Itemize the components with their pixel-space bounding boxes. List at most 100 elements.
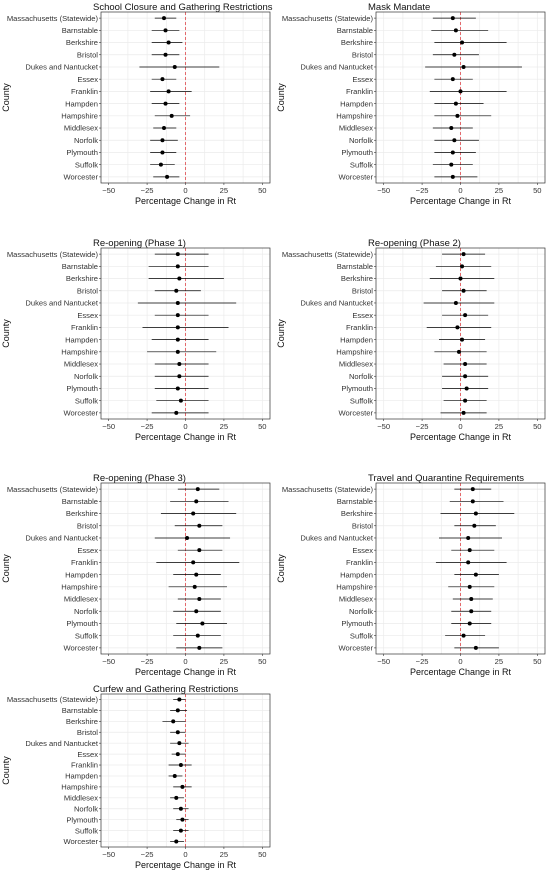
point-estimate (175, 313, 180, 318)
point-estimate (174, 839, 179, 844)
county-label: Barnstable (62, 497, 98, 506)
point-estimate (466, 535, 471, 540)
county-label: Plymouth (66, 148, 98, 157)
county-label: Essex (352, 311, 373, 320)
point-estimate (161, 16, 166, 21)
point-estimate (460, 337, 465, 342)
point-estimate (180, 817, 185, 822)
county-label: Dukes and Nantucket (300, 63, 373, 72)
county-label: Plymouth (341, 384, 373, 393)
point-estimate (450, 77, 455, 82)
point-estimate (175, 730, 180, 735)
point-estimate (175, 337, 180, 342)
county-label: Hampden (340, 335, 373, 344)
county-label: Suffolk (75, 826, 98, 835)
chart-title: School Closure and Gathering Restriction… (93, 2, 273, 13)
point-estimate (163, 101, 168, 106)
point-estimate (452, 52, 457, 57)
x-tick-label: 50 (533, 186, 541, 195)
point-estimate (450, 174, 455, 179)
county-label: Bristol (352, 521, 373, 530)
chart-title: Re-opening (Phase 3) (93, 473, 186, 484)
point-estimate (172, 64, 177, 69)
point-estimate (453, 300, 458, 305)
county-label: Plymouth (341, 619, 373, 628)
point-estimate (172, 773, 177, 778)
point-estimate (171, 719, 176, 724)
point-estimate (174, 288, 179, 293)
county-label: Hampshire (336, 348, 373, 357)
point-estimate (467, 548, 472, 553)
x-tick-label: −50 (377, 422, 390, 431)
county-label: Worcester (339, 409, 374, 418)
county-label: Barnstable (337, 262, 373, 271)
county-label: Middlesex (64, 794, 98, 803)
county-label: Norfolk (349, 136, 373, 145)
point-estimate (463, 374, 468, 379)
x-tick-label: 50 (258, 186, 266, 195)
x-tick-label: −50 (102, 186, 115, 195)
county-label: Bristol (352, 50, 373, 59)
x-tick-label: −50 (377, 186, 390, 195)
forest-panel-1: School Closure and Gathering Restriction… (0, 0, 275, 218)
county-label: Plymouth (66, 815, 98, 824)
county-label: Massachusetts (Statewide) (7, 695, 99, 704)
point-estimate (467, 621, 472, 626)
x-tick-label: 25 (220, 422, 228, 431)
county-label: Massachusetts (Statewide) (7, 14, 99, 23)
county-label: Franklin (71, 761, 98, 770)
point-estimate (192, 584, 197, 589)
point-estimate (178, 398, 183, 403)
forest-panel-5: Re-opening (Phase 3) Massachusetts (State… (0, 471, 275, 689)
county-label: Suffolk (350, 396, 373, 405)
x-axis-title: Percentage Change in Rt (135, 196, 237, 206)
county-label: Franklin (71, 323, 98, 332)
county-label: Bristol (77, 286, 98, 295)
forest-plot-svg: Re-opening (Phase 3)Massachusetts (State… (1, 473, 271, 677)
point-estimate (463, 362, 468, 367)
county-label: Worcester (64, 644, 99, 653)
point-estimate (175, 752, 180, 757)
point-estimate (194, 572, 199, 577)
point-estimate (174, 410, 179, 415)
county-label: Worcester (64, 409, 99, 418)
county-label: Hampshire (61, 112, 98, 121)
county-label: Barnstable (62, 26, 98, 35)
point-estimate (461, 288, 466, 293)
point-estimate (200, 621, 205, 626)
x-tick-label: 0 (458, 186, 462, 195)
point-estimate (469, 597, 474, 602)
point-estimate (467, 584, 472, 589)
point-estimate (461, 410, 466, 415)
point-estimate (175, 300, 180, 305)
x-tick-label: 0 (183, 850, 187, 859)
point-estimate (158, 162, 163, 167)
county-label: Hampshire (61, 348, 98, 357)
point-estimate (456, 349, 461, 354)
x-tick-label: 0 (458, 422, 462, 431)
forest-panel-2: Mask Mandate Massachusetts (Statewide) Bar… (275, 0, 550, 218)
point-estimate (453, 28, 458, 33)
county-label: Hampshire (61, 583, 98, 592)
point-estimate (450, 150, 455, 155)
point-estimate (449, 162, 454, 167)
point-estimate (195, 633, 200, 638)
x-tick-label: 0 (183, 422, 187, 431)
point-estimate (174, 795, 179, 800)
point-estimate (175, 264, 180, 269)
county-label: Hampden (65, 99, 98, 108)
county-label: Worcester (64, 837, 99, 846)
county-label: Essex (77, 311, 98, 320)
point-estimate (458, 276, 463, 281)
county-label: Barnstable (337, 497, 373, 506)
county-label: Suffolk (350, 631, 373, 640)
point-estimate (191, 560, 196, 565)
x-tick-label: 50 (258, 657, 266, 666)
point-estimate (177, 741, 182, 746)
point-estimate (464, 386, 469, 391)
point-estimate (166, 89, 171, 94)
county-label: Barnstable (62, 262, 98, 271)
chart-title: Travel and Quarantine Requirements (368, 473, 524, 484)
county-label: Massachusetts (Statewide) (282, 250, 374, 259)
